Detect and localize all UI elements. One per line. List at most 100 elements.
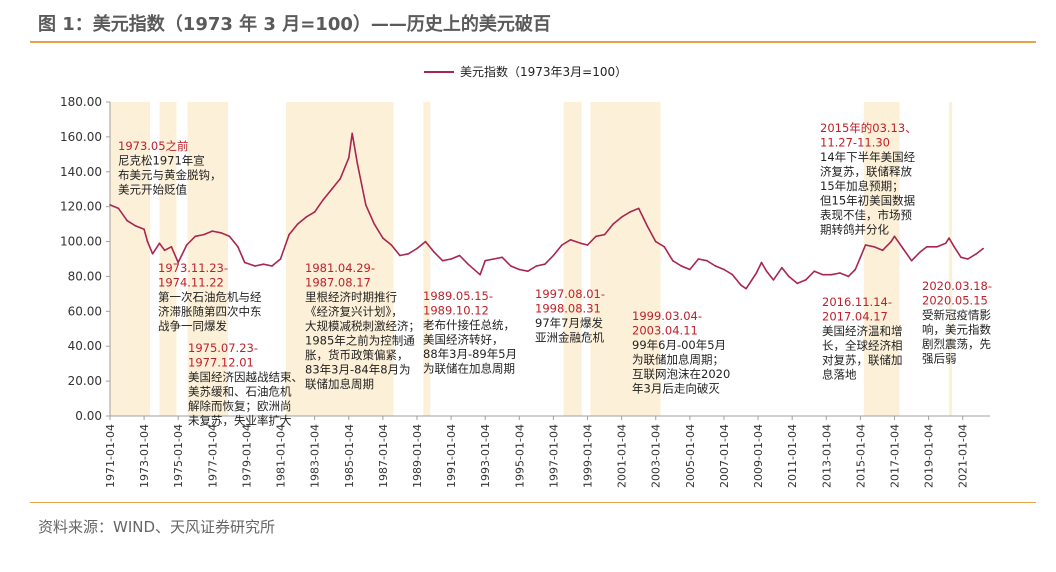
y-tick-label: 120.00 (60, 200, 102, 214)
data-point (339, 177, 342, 180)
data-point (765, 270, 768, 273)
data-point (830, 273, 833, 276)
x-tick-label: 1977-01-04 (206, 424, 219, 488)
annotation-date: 2017.04.17 (822, 310, 888, 324)
x-tick-label: 1981-01-04 (275, 424, 288, 488)
annotation-text: 《经济复兴计划》， (305, 305, 403, 319)
data-point (356, 162, 359, 164)
data-point (185, 244, 188, 246)
data-point (220, 232, 222, 234)
annotation-text: 15年加息预期； (820, 179, 904, 193)
data-point (847, 275, 850, 278)
annotation-date: 1977.12.01 (188, 356, 254, 370)
data-point (822, 273, 824, 276)
annotation-date: 1989.05.15- (423, 289, 493, 303)
annotation-text: 97年7月爆发 (535, 316, 603, 330)
annotation-text: 美国经济转好， (423, 333, 504, 347)
annotation-text: 强后弱 (922, 352, 957, 366)
data-point (796, 282, 799, 285)
shaded-period-8 (949, 102, 953, 416)
data-point (330, 188, 333, 191)
x-tick-label: 2015-01-04 (854, 424, 867, 488)
data-point (745, 287, 747, 290)
x-tick-label: 2003-01-04 (650, 424, 663, 488)
data-point (347, 157, 350, 159)
data-point (586, 244, 589, 246)
data-point (177, 261, 180, 264)
x-tick-label: 1975-01-04 (172, 424, 185, 488)
annotation-text: 济复苏，联储释放 (820, 165, 912, 179)
data-point (228, 235, 231, 238)
data-point (654, 240, 657, 243)
x-tick-label: 2005-01-04 (684, 424, 697, 488)
annotation-text: 年3月后走向破灭 (632, 382, 720, 396)
data-point (637, 207, 640, 210)
data-point (313, 211, 316, 213)
annotation-date: 2015年的03.13、 (820, 121, 917, 135)
annotation-text: 99年6月-00年5月 (632, 338, 726, 352)
y-tick-label: 40.00 (68, 339, 102, 353)
annotation-text: 联储加息周期 (305, 377, 374, 391)
annotation-date: 1973.11.23- (158, 261, 228, 275)
data-point (271, 265, 273, 267)
data-point (535, 265, 538, 267)
annotation-text: 88年3月-89年5月 (423, 347, 517, 361)
annotation-date: 1999.03.04- (632, 309, 702, 323)
data-point (723, 268, 725, 271)
data-point (689, 268, 691, 271)
data-point (953, 245, 955, 248)
x-tick-label: 1985-01-04 (343, 424, 356, 488)
data-point (479, 273, 481, 276)
x-tick-label: 2007-01-04 (718, 424, 731, 488)
data-point (561, 244, 563, 246)
data-point (202, 233, 205, 236)
annotation-text: 尼克松1971年宣 (118, 154, 205, 168)
data-point (967, 258, 969, 260)
x-tick-label: 1973-01-04 (138, 424, 151, 488)
data-point (237, 245, 239, 248)
title-rule (30, 41, 1036, 43)
data-point (864, 244, 867, 246)
annotation-text: 老布什接任总统， (423, 318, 515, 332)
data-point (910, 259, 913, 262)
data-point (936, 245, 938, 248)
x-tick-label: 2013-01-04 (820, 424, 833, 488)
annotation-date: 1975.07.23- (188, 341, 258, 355)
annotation-text: 剧烈震荡，先 (922, 337, 991, 351)
annotation-text: 为联储在加息周期 (423, 362, 515, 376)
y-tick-label: 80.00 (68, 269, 102, 283)
data-point (211, 230, 214, 232)
shaded-period-4 (423, 102, 431, 416)
data-point (262, 263, 265, 266)
annotation-date: 1989.10.12 (423, 304, 489, 318)
x-tick-label: 1993-01-04 (479, 424, 492, 488)
data-point (948, 237, 950, 239)
x-tick-label: 1987-01-04 (377, 424, 390, 488)
annotation-date: 1981.04.29- (305, 261, 375, 275)
annotation-text: 未复苏，失业率扩大 (188, 414, 292, 428)
data-point (492, 258, 495, 260)
annotation-text: 美元开始贬值 (118, 183, 187, 197)
annotation-text: 对复苏，联储加 (822, 353, 903, 367)
y-tick-label: 20.00 (68, 374, 102, 388)
data-point (163, 249, 166, 252)
annotation-text: 83年3月-84年8月为 (305, 363, 411, 377)
data-point (109, 204, 111, 206)
data-point (399, 254, 401, 257)
data-point (982, 247, 984, 250)
y-tick-label: 140.00 (60, 165, 102, 179)
data-point (441, 259, 444, 262)
data-point (305, 216, 307, 218)
data-point (781, 266, 783, 269)
data-point (351, 132, 353, 135)
x-tick-label: 1997-01-04 (547, 424, 560, 488)
x-tick-label: 2021-01-04 (957, 424, 970, 488)
data-point (509, 265, 512, 267)
annotation-text: 济滞胀随第四次中东 (158, 305, 262, 319)
data-point (254, 265, 256, 267)
data-point (731, 273, 734, 276)
data-point (484, 259, 486, 262)
data-point (552, 254, 555, 257)
annotation-text: 美苏缓和、石油危机 (188, 385, 292, 399)
data-point (919, 251, 921, 253)
